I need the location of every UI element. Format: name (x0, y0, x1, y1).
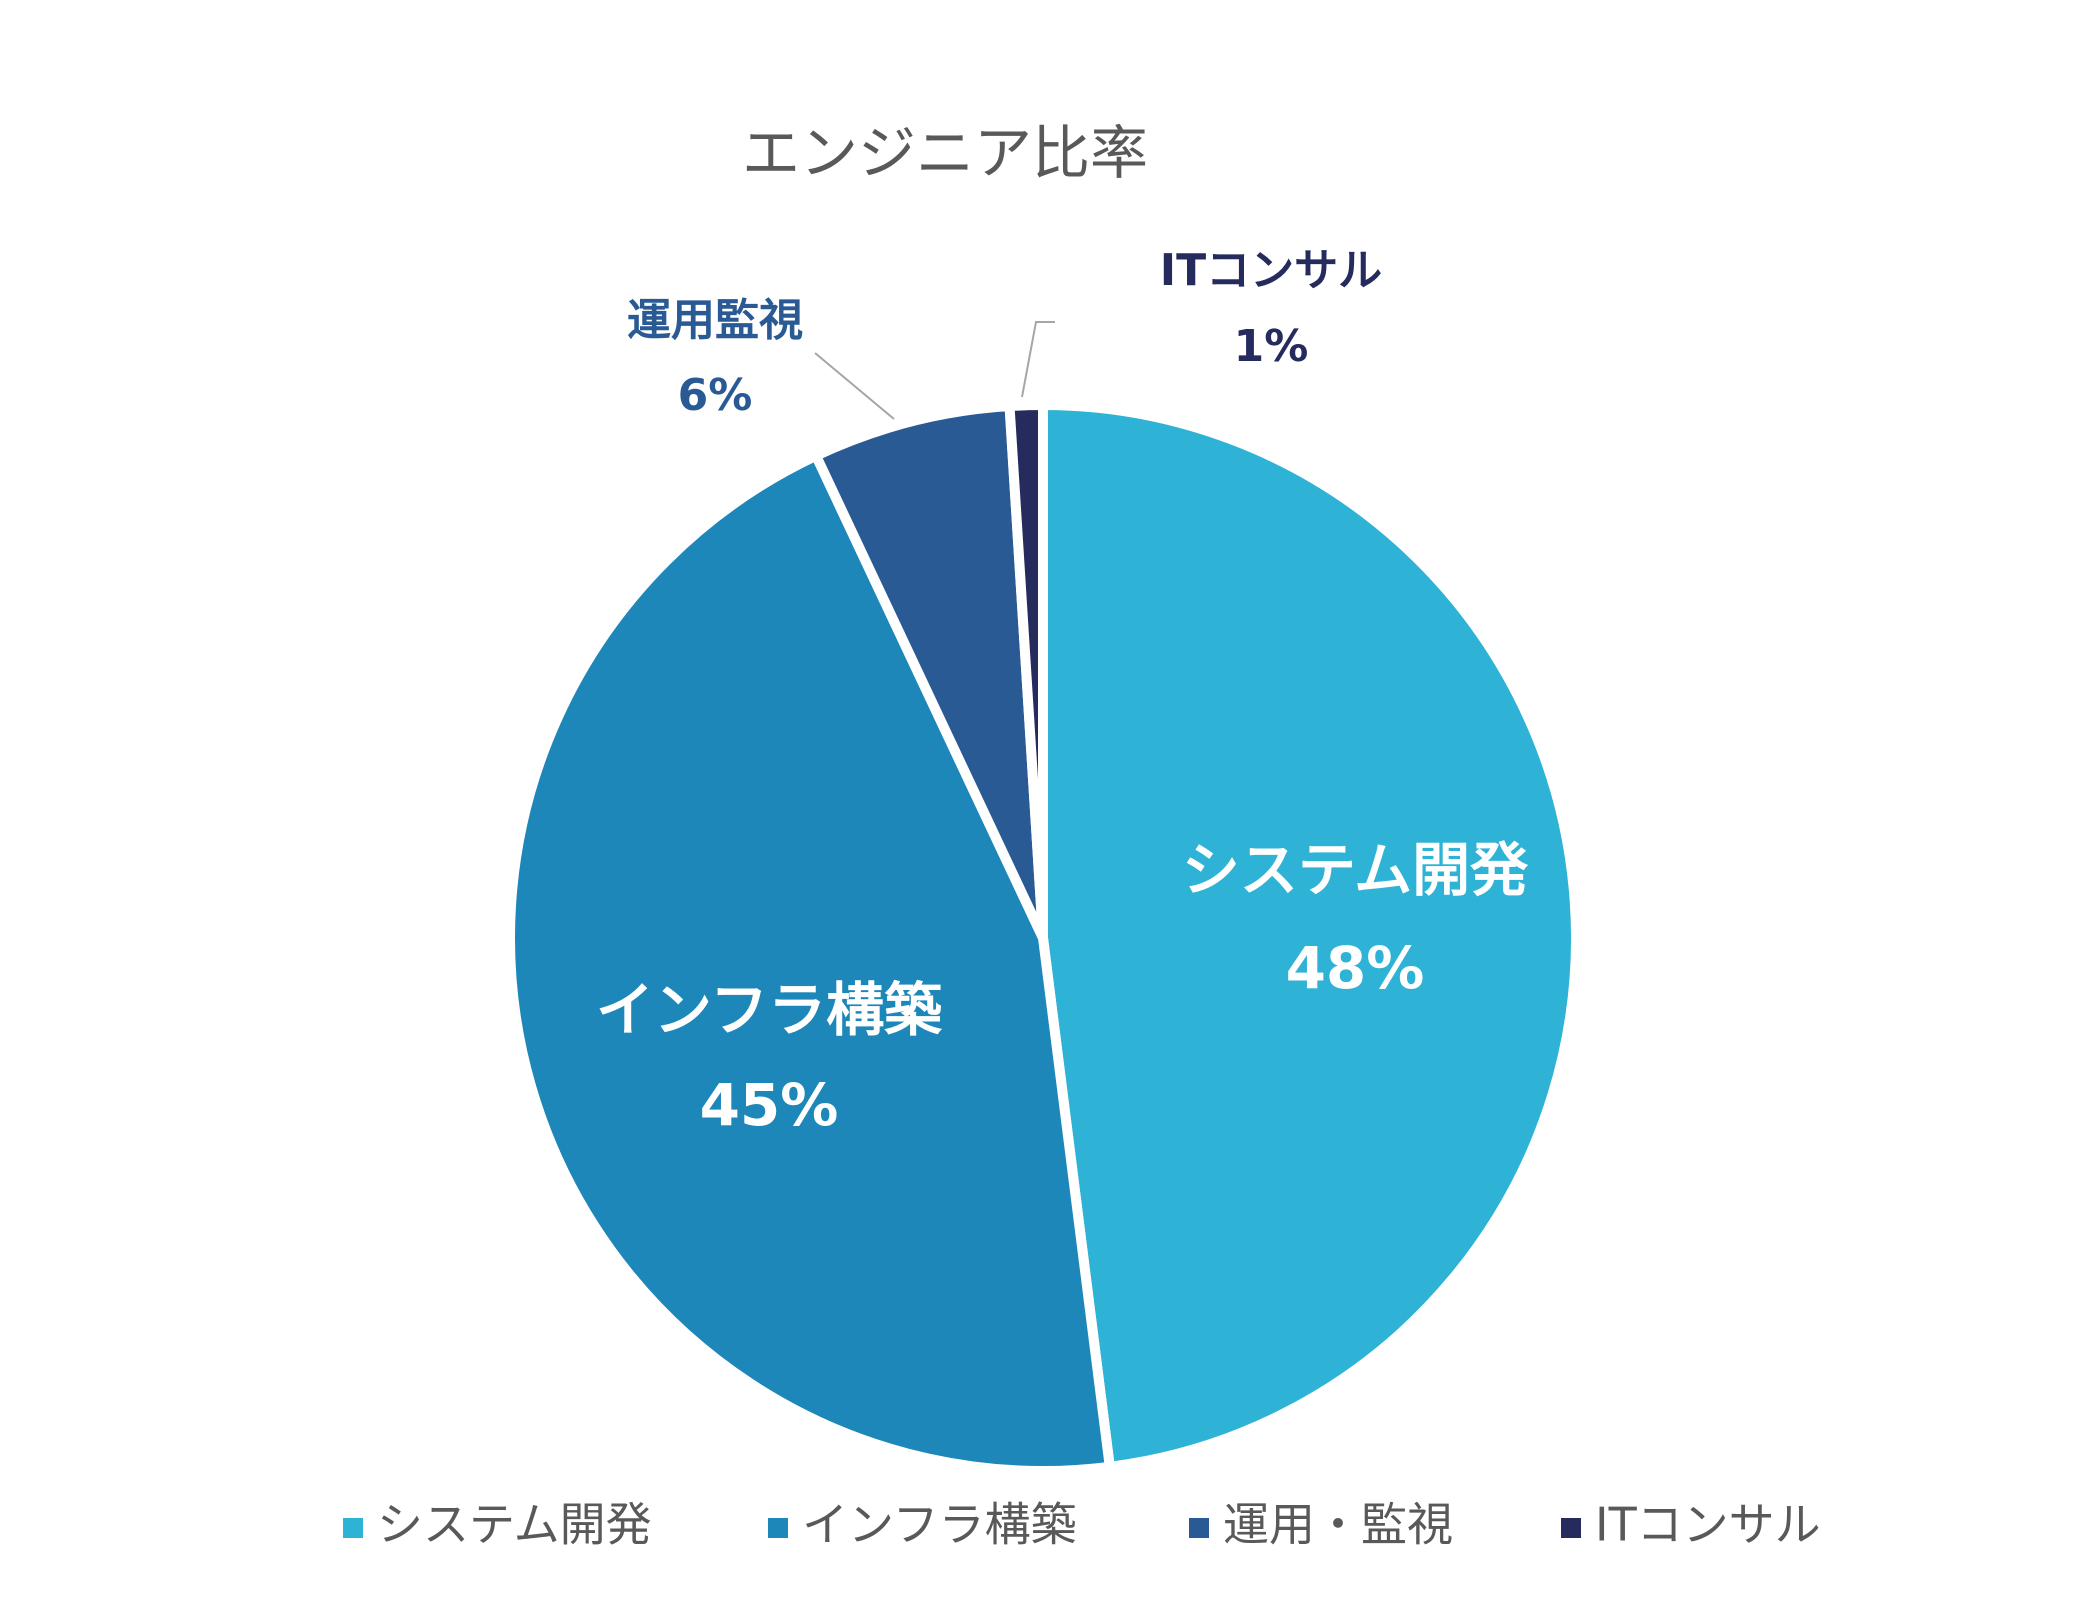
data-label-value: 45% (700, 1071, 839, 1139)
legend-label: 運用・監視 (1223, 1498, 1453, 1552)
data-label-name: システム開発 (1182, 836, 1529, 904)
leader-line (1021, 321, 1055, 398)
pie-slice (1004, 399, 1048, 939)
legend-swatch (768, 1518, 788, 1538)
chart-title: エンジニア比率 (742, 119, 1148, 187)
legend-swatch (1561, 1518, 1581, 1538)
leader-line (814, 352, 895, 420)
legend-label: インフラ構築 (802, 1498, 1077, 1552)
pie-slice (809, 400, 1048, 941)
legend-label: ITコンサル (1595, 1498, 1821, 1552)
pie-slice (505, 449, 1116, 1476)
data-label-value: 1% (1234, 321, 1309, 372)
data-label-name: インフラ構築 (596, 976, 943, 1044)
data-label-value: 48% (1286, 934, 1425, 1002)
data-label-name: 運用監視 (627, 295, 803, 346)
legend-swatch (343, 1518, 363, 1538)
legend-swatch (1189, 1518, 1209, 1538)
data-label-value: 6% (678, 370, 753, 421)
pie-slice (1038, 399, 1581, 1473)
legend-label: システム開発 (377, 1498, 652, 1552)
data-label-name: ITコンサル (1160, 245, 1382, 296)
